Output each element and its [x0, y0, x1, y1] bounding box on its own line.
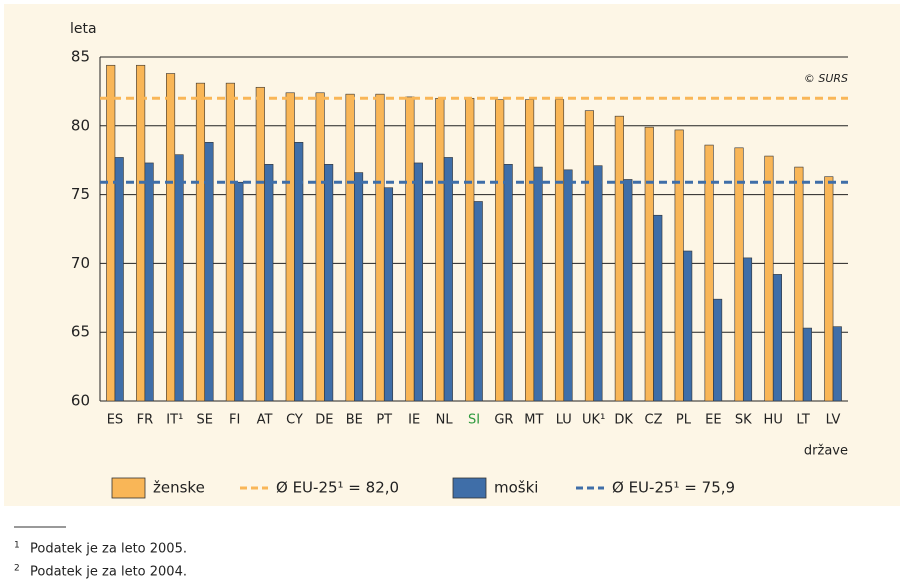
bar — [734, 147, 744, 402]
bar — [174, 154, 184, 402]
bar — [315, 92, 325, 402]
legend-swatch — [452, 477, 487, 499]
bar — [324, 164, 334, 402]
x-tick-label: FR — [137, 413, 154, 428]
x-tick-label: PT — [376, 413, 392, 428]
annotation: © SURS — [804, 72, 848, 85]
bar — [533, 166, 543, 402]
x-axis-label: države — [804, 444, 848, 459]
bar — [136, 64, 146, 402]
bar — [563, 169, 573, 402]
x-tick-label: CZ — [645, 413, 663, 428]
bar — [824, 176, 834, 402]
bar — [383, 187, 394, 402]
bar — [405, 96, 415, 402]
x-tick-label: PL — [676, 413, 692, 428]
x-tick-label: DE — [315, 413, 333, 428]
bar — [495, 99, 505, 402]
x-tick-label: UK¹ — [582, 413, 605, 428]
bar — [653, 214, 663, 402]
bar — [802, 327, 812, 402]
bar — [593, 165, 603, 402]
bar — [644, 126, 654, 402]
y-tick-label: 80 — [71, 116, 90, 134]
bar — [713, 298, 723, 402]
x-tick-label: BE — [346, 413, 363, 428]
bar — [375, 93, 385, 402]
bar — [166, 73, 176, 402]
x-tick-label: EE — [705, 413, 721, 428]
bar — [443, 157, 453, 402]
x-tick-label: FI — [229, 413, 240, 428]
x-tick-label: GR — [494, 413, 513, 428]
footnote: Podatek je za leto 2004. — [30, 565, 187, 580]
legend-label: Ø EU-25¹ = 82,0 — [276, 479, 399, 497]
bar — [435, 97, 445, 402]
bar — [114, 157, 124, 402]
bar — [106, 64, 116, 402]
bar — [264, 164, 274, 402]
x-tick-label: AT — [257, 413, 273, 428]
bar — [683, 250, 693, 402]
bar — [503, 164, 513, 402]
x-tick-label: SI — [468, 413, 480, 428]
y-tick-label: 75 — [71, 185, 90, 203]
y-tick-label: 70 — [71, 254, 90, 272]
x-tick-label: SE — [196, 413, 212, 428]
bar — [473, 201, 483, 402]
footnote-mark: 2 — [14, 564, 20, 574]
y-tick-label: 60 — [71, 392, 90, 410]
legend-label: Ø EU-25¹ = 75,9 — [612, 479, 735, 497]
y-tick-label: 85 — [71, 48, 90, 66]
x-tick-label: ES — [107, 413, 123, 428]
bar — [623, 179, 633, 402]
legend-label: moški — [494, 479, 538, 497]
y-axis-label: leta — [70, 21, 97, 37]
bar — [764, 155, 774, 402]
x-tick-label: DK — [614, 413, 633, 428]
x-tick-label: IT¹ — [166, 413, 183, 428]
x-tick-label: SK — [735, 413, 752, 428]
footnote: Podatek je za leto 2005. — [30, 542, 187, 557]
footnote-mark: 1 — [14, 541, 20, 551]
bar — [794, 166, 804, 402]
y-tick-label: 65 — [71, 323, 90, 341]
legend-swatch — [111, 477, 146, 499]
x-tick-label: LT — [796, 413, 809, 428]
bar — [704, 144, 714, 402]
x-tick-label: LU — [556, 413, 572, 428]
bar — [204, 142, 214, 402]
bar — [225, 82, 235, 402]
bar — [294, 142, 304, 402]
bar — [584, 110, 594, 402]
bar — [554, 99, 565, 402]
bar — [674, 129, 684, 402]
bar — [144, 162, 154, 402]
x-tick-label: CY — [286, 413, 303, 428]
bar — [525, 99, 535, 402]
bar — [345, 93, 355, 402]
bar — [742, 257, 753, 402]
bar — [234, 181, 244, 402]
bar — [195, 82, 206, 402]
x-tick-label: MT — [524, 413, 543, 428]
x-tick-label: LV — [826, 413, 841, 428]
bar — [832, 326, 842, 402]
x-tick-label: NL — [436, 413, 454, 428]
x-tick-label: IE — [408, 413, 420, 428]
bar — [614, 115, 624, 402]
bar — [465, 97, 475, 402]
bar — [285, 92, 295, 402]
bar — [772, 274, 783, 402]
bar — [413, 162, 423, 402]
bar — [354, 172, 364, 402]
legend-label: ženske — [153, 479, 205, 497]
bar — [255, 86, 265, 402]
x-tick-label: HU — [764, 413, 783, 428]
